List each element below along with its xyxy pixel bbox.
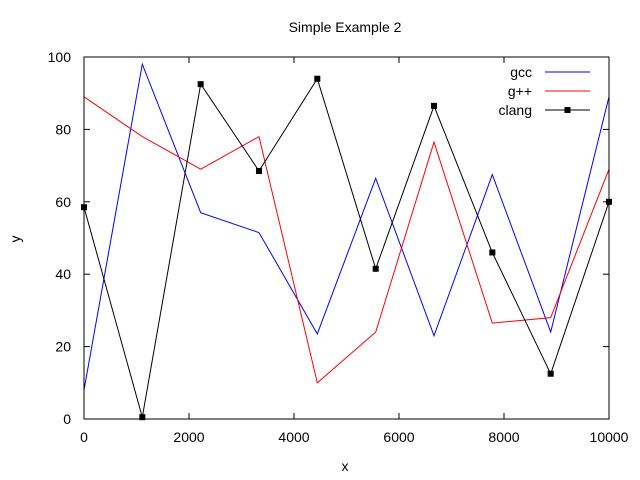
x-tick-label: 2000 [173, 429, 204, 445]
data-point-clang [431, 102, 438, 109]
y-tick-label: 0 [63, 411, 71, 427]
legend-label-g++: g++ [508, 83, 532, 99]
data-point-clang [139, 414, 146, 421]
data-point-clang [547, 370, 554, 377]
legend-label-gcc: gcc [510, 64, 532, 80]
data-point-clang [197, 81, 204, 88]
data-point-clang [372, 265, 379, 272]
x-tick-label: 0 [80, 429, 88, 445]
y-tick-label: 40 [55, 266, 71, 282]
axis-ticks: 0 2000 4000 6000 8000 10000 0 20 40 60 80 100 [48, 49, 629, 445]
x-axis-label: x [342, 458, 349, 474]
plot-frame [83, 56, 610, 420]
x-tick-label: 4000 [278, 429, 309, 445]
y-axis-label: y [7, 236, 23, 243]
y-tick-label: 60 [55, 194, 71, 210]
series-layer [81, 62, 612, 421]
y-tick-label: 20 [55, 339, 71, 355]
data-point-clang [255, 168, 262, 175]
legend-label-clang: clang [499, 102, 532, 118]
series-line-gcc [83, 62, 610, 391]
series-line-g++ [83, 96, 610, 384]
x-tick-label: 6000 [383, 429, 414, 445]
data-point-clang [489, 249, 496, 256]
x-tick-label: 10000 [590, 429, 629, 445]
chart-title: Simple Example 2 [289, 19, 402, 35]
series-line-clang [83, 77, 610, 418]
legend: gcc g++ clang [499, 64, 590, 118]
data-point-clang [314, 75, 321, 82]
x-tick-label: 8000 [488, 429, 519, 445]
y-tick-label: 80 [55, 121, 71, 137]
legend-marker-clang [564, 107, 571, 113]
y-tick-label: 100 [48, 49, 72, 65]
